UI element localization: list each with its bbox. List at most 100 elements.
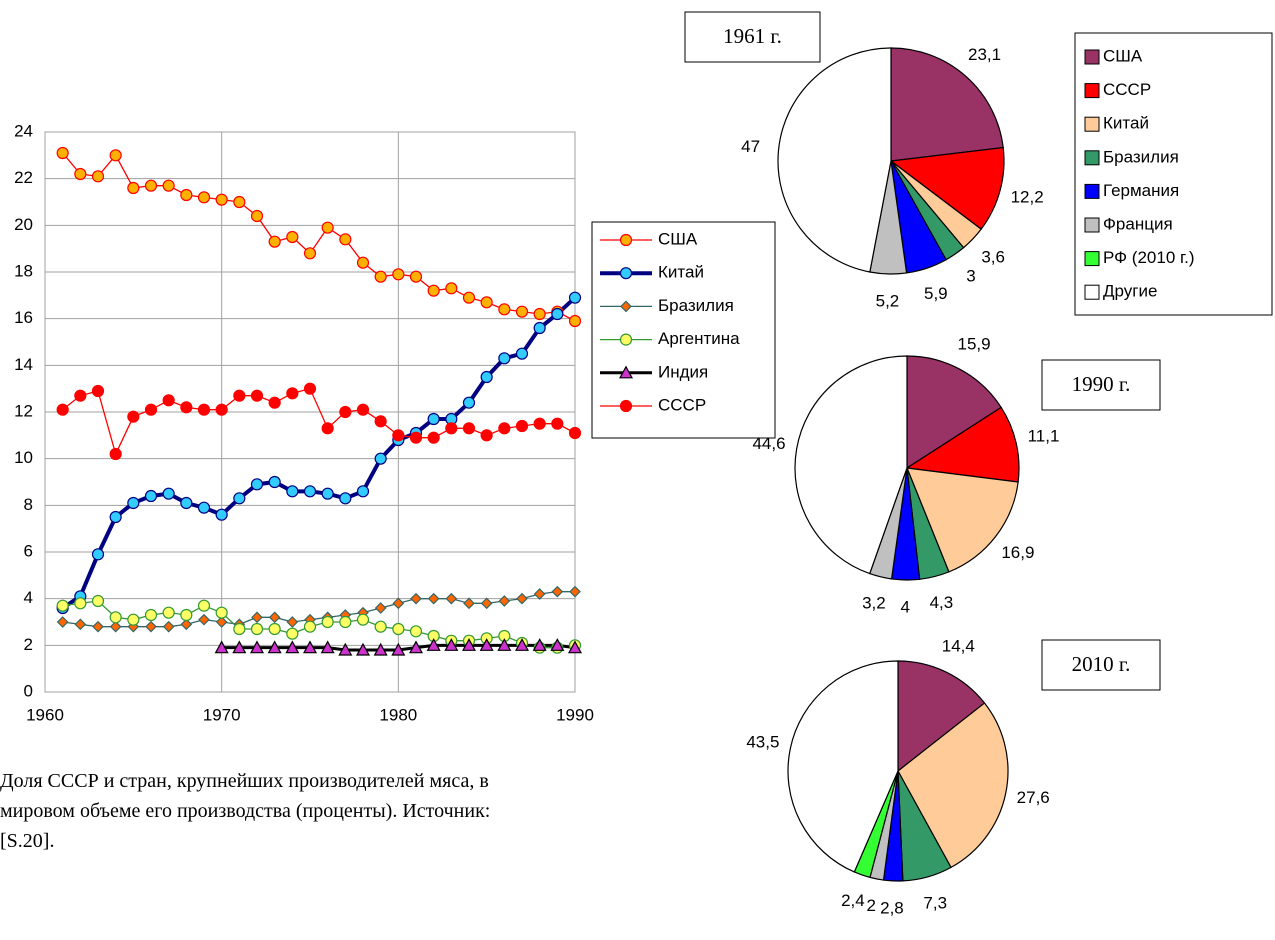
slice-label: 14,4 <box>942 636 975 655</box>
slice-label: 27,6 <box>1017 788 1050 807</box>
slice-label: 5,2 <box>876 291 900 310</box>
data-point <box>480 370 493 384</box>
data-point <box>498 595 511 607</box>
legend-label: Бразилия <box>1103 147 1179 166</box>
slice-label: 2,8 <box>880 898 904 917</box>
data-point <box>551 417 564 430</box>
data-point <box>356 485 370 498</box>
legend-swatch <box>1084 251 1100 267</box>
data-point <box>533 417 546 430</box>
legend-label: Индия <box>658 362 708 381</box>
slice-label: 16,9 <box>1001 543 1034 562</box>
pie-title-box <box>1041 639 1161 691</box>
data-point <box>339 492 352 505</box>
data-point <box>356 256 370 269</box>
data-point <box>180 608 193 622</box>
data-point <box>198 613 210 626</box>
x-tick-label: 1960 <box>26 705 64 724</box>
pie-slice <box>777 47 892 273</box>
data-point <box>550 638 565 651</box>
legend-marker <box>618 365 634 379</box>
data-point <box>91 384 105 398</box>
data-point <box>286 616 299 628</box>
data-point <box>144 403 158 416</box>
data-point <box>374 415 387 428</box>
legend-swatch <box>1084 183 1100 199</box>
data-point <box>497 638 512 651</box>
data-point <box>426 638 441 651</box>
data-point <box>374 602 387 614</box>
data-point <box>303 382 317 395</box>
x-tick-label: 1970 <box>203 705 241 724</box>
x-tick-label: 1990 <box>556 705 594 724</box>
y-tick-label: 4 <box>24 588 33 607</box>
data-point <box>91 548 105 561</box>
data-point <box>515 347 529 360</box>
data-point <box>408 640 424 654</box>
data-point <box>250 209 264 223</box>
legend-label: СССР <box>1103 80 1151 99</box>
legend-label: США <box>658 229 698 248</box>
data-point <box>339 233 352 246</box>
slice-label: 3 <box>966 267 975 286</box>
data-point <box>515 419 529 433</box>
data-point <box>516 592 528 605</box>
data-point <box>56 616 69 628</box>
data-point <box>339 615 352 629</box>
data-point <box>268 611 281 624</box>
data-point <box>374 452 387 465</box>
legend-swatch <box>1084 116 1100 132</box>
data-point <box>91 170 105 183</box>
data-point <box>303 247 317 260</box>
data-point <box>268 235 281 248</box>
data-point <box>56 146 69 160</box>
data-point <box>321 221 334 234</box>
data-point <box>568 426 582 440</box>
data-point <box>461 638 477 651</box>
data-point <box>321 422 334 435</box>
data-point <box>215 616 228 628</box>
data-point <box>197 501 211 514</box>
legend-label: Бразилия <box>658 296 734 315</box>
slice-label: 12,2 <box>1011 187 1044 206</box>
data-point <box>338 642 353 656</box>
slice-label: 4,3 <box>930 593 954 612</box>
pie-slice <box>787 660 899 873</box>
pie-title: 2010 г. <box>1072 652 1131 676</box>
data-point <box>286 387 299 400</box>
pie-slice <box>906 355 1003 470</box>
data-point <box>109 611 122 624</box>
data-point <box>392 597 405 610</box>
data-point <box>92 620 104 633</box>
data-point <box>355 642 371 656</box>
data-point <box>250 389 264 402</box>
data-point <box>249 640 265 654</box>
data-point <box>480 429 493 442</box>
pie-legend-box <box>1074 32 1273 316</box>
data-point <box>463 597 475 610</box>
legend-label: РФ (2010 г.) <box>1103 248 1195 267</box>
data-point <box>479 638 494 651</box>
data-point <box>215 193 228 206</box>
data-point <box>127 181 140 195</box>
slice-label: 44,6 <box>752 434 785 453</box>
data-point <box>144 179 158 192</box>
slice-label: 43,5 <box>746 732 779 751</box>
pie-slice <box>794 355 908 575</box>
legend-label: Аргентина <box>658 329 740 348</box>
legend-marker <box>619 267 633 280</box>
data-point <box>180 496 193 510</box>
y-tick-label: 2 <box>24 635 33 654</box>
data-point <box>533 307 546 321</box>
data-point <box>392 268 405 281</box>
data-point <box>480 296 493 309</box>
legend-swatch <box>1084 217 1100 233</box>
data-point <box>127 410 140 423</box>
data-point <box>320 640 335 654</box>
data-point <box>197 599 211 612</box>
data-point <box>533 588 546 600</box>
data-point <box>514 638 530 651</box>
data-point <box>356 403 370 416</box>
data-point <box>303 485 317 498</box>
